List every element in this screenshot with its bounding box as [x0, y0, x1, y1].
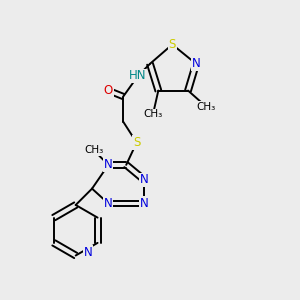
- Text: N: N: [104, 158, 113, 171]
- Text: CH₃: CH₃: [143, 109, 163, 119]
- Text: CH₃: CH₃: [84, 145, 103, 155]
- Text: N: N: [192, 57, 200, 70]
- Text: N: N: [140, 173, 148, 186]
- Text: N: N: [104, 197, 113, 210]
- Text: S: S: [133, 136, 140, 149]
- Text: CH₃: CH₃: [197, 102, 216, 112]
- Text: N: N: [140, 197, 148, 210]
- Text: HN: HN: [129, 69, 147, 82]
- Text: O: O: [104, 84, 113, 97]
- Text: S: S: [169, 38, 176, 51]
- Text: N: N: [84, 246, 93, 259]
